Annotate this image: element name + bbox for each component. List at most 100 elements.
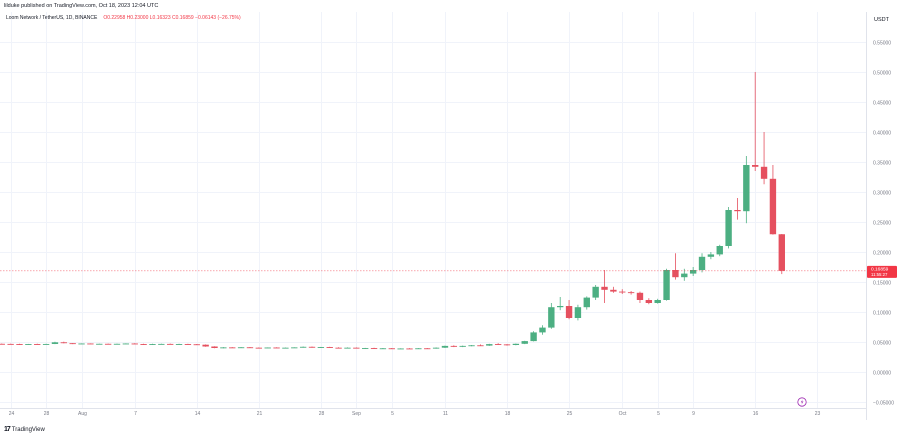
candle	[344, 347, 351, 349]
x-tick-label: 16	[753, 411, 759, 417]
candle	[459, 345, 466, 348]
candle-body	[468, 345, 475, 347]
candle	[370, 347, 378, 350]
candle	[406, 348, 413, 350]
x-tick-label: Aug	[78, 411, 87, 417]
candle-body	[353, 347, 360, 349]
bar-countdown: 11:55:27	[871, 272, 888, 277]
candle	[0, 343, 5, 345]
candle	[193, 344, 200, 346]
candle	[122, 343, 130, 345]
candle	[273, 347, 280, 349]
candle	[548, 303, 555, 329]
candle-body	[211, 346, 218, 348]
x-tick-label: 23	[815, 411, 821, 417]
x-tick-label: 28	[319, 411, 325, 417]
candle	[716, 244, 723, 257]
candle-body	[494, 344, 502, 345]
publisher-line: lilduke published on TradingView.com, Oc…	[4, 3, 159, 9]
candle	[627, 291, 635, 295]
candle	[592, 285, 599, 300]
x-tick-label: Sep	[352, 411, 361, 417]
candle	[530, 331, 537, 342]
grid-lines	[0, 12, 866, 408]
candle	[149, 343, 156, 345]
candle-body	[716, 246, 723, 255]
x-tick-label: 14	[195, 411, 201, 417]
candle	[663, 268, 670, 301]
candle	[326, 346, 333, 348]
candle-body	[131, 343, 138, 345]
y-tick-label: 0.55000	[873, 41, 891, 47]
candle-body	[459, 345, 466, 347]
candle	[565, 300, 573, 320]
x-tick-label: 5	[391, 411, 394, 417]
candle-body	[69, 343, 76, 345]
candle	[42, 343, 50, 345]
y-tick-label: 0.45000	[873, 101, 891, 107]
candle-body	[220, 347, 227, 349]
candle-body	[264, 347, 271, 349]
candle-body	[707, 254, 715, 257]
candle-body	[486, 344, 493, 346]
candle-body	[503, 344, 511, 346]
candle	[229, 347, 236, 349]
candle	[424, 348, 431, 350]
candle	[87, 343, 94, 345]
candle-body	[7, 343, 14, 345]
tradingview-footer[interactable]: 17 TradingView	[4, 426, 45, 433]
candle	[610, 286, 617, 293]
candle-body	[450, 345, 458, 347]
candle-body	[477, 345, 484, 347]
candle	[246, 347, 254, 349]
candle-body	[760, 166, 768, 179]
candle-body	[388, 348, 395, 350]
candle-body	[104, 343, 112, 345]
candle	[175, 343, 183, 345]
candle-body	[743, 165, 750, 212]
x-axis[interactable]: 24 28 Aug 7 14 21 28 Sep 5 11 18 25 Oct 5 9 16 23	[9, 411, 821, 417]
candle	[282, 347, 289, 349]
candle	[503, 344, 511, 346]
candle-body	[663, 270, 670, 300]
candle	[353, 347, 360, 349]
candle-body	[87, 343, 94, 345]
candle	[743, 156, 750, 224]
candle	[308, 346, 316, 348]
candle	[415, 348, 422, 350]
candle-body	[619, 291, 626, 293]
y-axis[interactable]: −0.05000 0.00000 0.05000 0.10000 0.15000 0.20…	[873, 41, 894, 407]
goto-realtime-icon[interactable]	[797, 397, 807, 407]
last-price-value: 0.16859	[871, 267, 889, 273]
candle-body	[42, 343, 50, 345]
candle-body	[636, 292, 644, 300]
x-tick-label: 7	[134, 411, 137, 417]
candle	[140, 343, 147, 345]
candle-body	[610, 289, 617, 292]
candle	[69, 343, 76, 345]
candle	[113, 343, 121, 345]
symbol-name[interactable]: Loom Network / TetherUS, 1D, BINANCE	[6, 15, 98, 21]
candle-body	[397, 348, 404, 350]
candle-body	[51, 342, 59, 344]
candle-body	[521, 341, 528, 344]
x-tick-label: 24	[9, 411, 15, 417]
candle-body	[654, 300, 661, 303]
candle	[432, 347, 440, 349]
candle-body	[379, 348, 387, 350]
candle-body	[299, 346, 307, 348]
candle	[131, 343, 138, 345]
candle-body	[291, 347, 298, 349]
candle	[104, 343, 112, 345]
y-tick-label: −0.05000	[873, 401, 894, 407]
x-tick-label: 28	[44, 411, 50, 417]
candle-body	[672, 270, 679, 278]
x-tick-label: 11	[443, 411, 448, 417]
candle	[645, 298, 653, 305]
candle-body	[237, 347, 245, 349]
candle	[574, 304, 582, 321]
candle-body	[149, 344, 156, 345]
candle-body	[698, 256, 706, 270]
